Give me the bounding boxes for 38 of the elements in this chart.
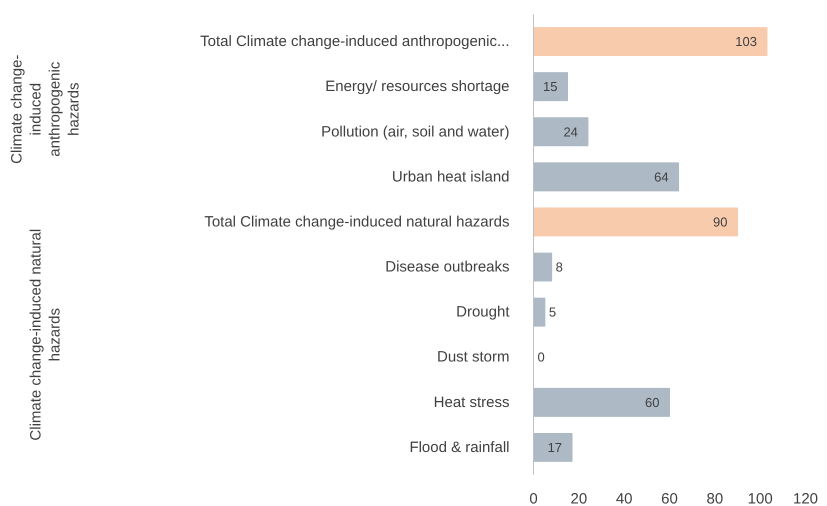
x-tick-label: 20 [570,490,588,506]
bar [534,252,552,282]
bar [534,27,768,56]
text: Climate change-induced anthropogenic hazards [8,54,82,164]
y-tick-label: Energy/ resources shortage [325,78,510,96]
x-tick-label: 120 [792,490,818,506]
x-tick-label: 40 [616,490,633,506]
x-tick-label: 60 [661,490,678,506]
bar [534,207,738,236]
x-tick-label: 100 [748,490,773,506]
y-tick-label: Total Climate change-induced natural hazards [204,213,510,230]
y-tick-label: Total Climate change-induced anthropogenic... [200,33,510,50]
y-tick-label: Heat stress [434,394,510,411]
data-label: 0 [538,350,545,365]
y-tick-label: Disease outbreaks [385,258,510,276]
data-label: 64 [654,169,669,184]
bar [534,388,670,417]
text: Climate change-induced natural hazards [28,228,64,441]
bar [534,298,546,327]
data-label: 24 [563,124,578,140]
y-tick-label: Dust storm [436,348,510,366]
data-label: 103 [735,34,757,50]
data-label: 8 [556,260,563,275]
data-label: 15 [543,79,558,94]
data-label: 17 [548,440,562,455]
y-tick-label: Urban heat island [392,168,510,186]
bar [534,117,588,146]
data-label: 60 [645,394,660,410]
bar [534,72,568,102]
x-tick-label: 0 [529,490,538,506]
y-tick-label: Flood & rainfall [409,438,510,456]
bar [534,162,680,192]
x-tick-label: 80 [706,490,724,506]
y-tick-label: Drought [456,304,510,321]
y-tick-label: Pollution (air, soil and water) [321,123,510,140]
bar [534,432,573,462]
data-label: 5 [548,304,556,320]
data-label: 90 [713,214,728,230]
